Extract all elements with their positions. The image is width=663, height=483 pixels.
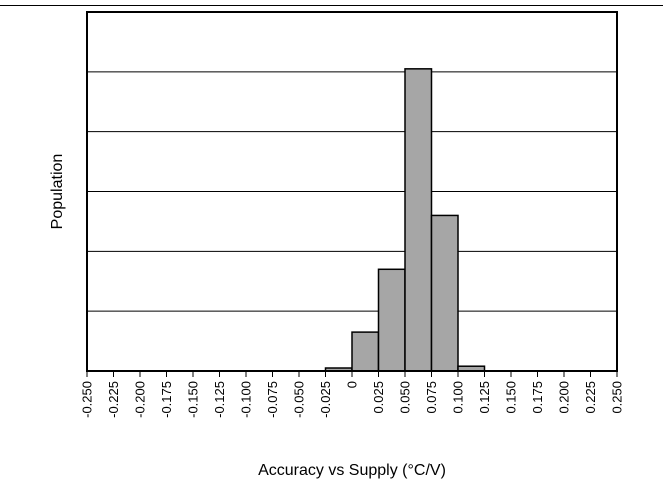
x-tick-label: 0.075 bbox=[424, 381, 439, 414]
histogram-bar-3 bbox=[377, 268, 406, 372]
x-tick-label: 0.250 bbox=[610, 381, 625, 414]
x-tick-label: 0.025 bbox=[371, 381, 386, 414]
histogram-bar-2 bbox=[351, 331, 380, 372]
x-axis-label: Accuracy vs Supply (°C/V) bbox=[258, 462, 446, 479]
bars bbox=[324, 68, 486, 372]
x-axis: -0.250 -0.225 -0.200 -0.175 -0.150 -0.125 -0.1… bbox=[80, 371, 625, 418]
gridlines bbox=[87, 71, 617, 312]
x-tick-label: 0.100 bbox=[451, 381, 466, 414]
histogram-bar-4 bbox=[404, 68, 433, 372]
x-tick-label: -0.150 bbox=[186, 381, 201, 418]
x-tick-label: -0.225 bbox=[106, 381, 121, 418]
x-tick-label: -0.050 bbox=[292, 381, 307, 418]
x-tick-label: -0.075 bbox=[265, 381, 280, 418]
x-tick-label: 0.150 bbox=[504, 381, 519, 414]
x-tick-label: -0.100 bbox=[239, 381, 254, 418]
x-tick-label: -0.250 bbox=[80, 381, 95, 418]
x-tick-label: 0.050 bbox=[398, 381, 413, 414]
x-tick-label: 0.200 bbox=[557, 381, 572, 414]
x-tick-label: -0.125 bbox=[212, 381, 227, 418]
histogram-bar-5 bbox=[430, 214, 459, 372]
x-tick-label: 0.225 bbox=[583, 381, 598, 414]
x-tick-label: 0 bbox=[345, 381, 360, 388]
x-tick-label: -0.175 bbox=[159, 381, 174, 418]
top-rule bbox=[0, 5, 663, 6]
x-tick-label: 0.125 bbox=[477, 381, 492, 414]
x-tick-label: -0.200 bbox=[133, 381, 148, 418]
x-tick-label: 0.175 bbox=[530, 381, 545, 414]
y-axis-label: Population bbox=[49, 154, 66, 230]
x-tick-label: -0.025 bbox=[318, 381, 333, 418]
